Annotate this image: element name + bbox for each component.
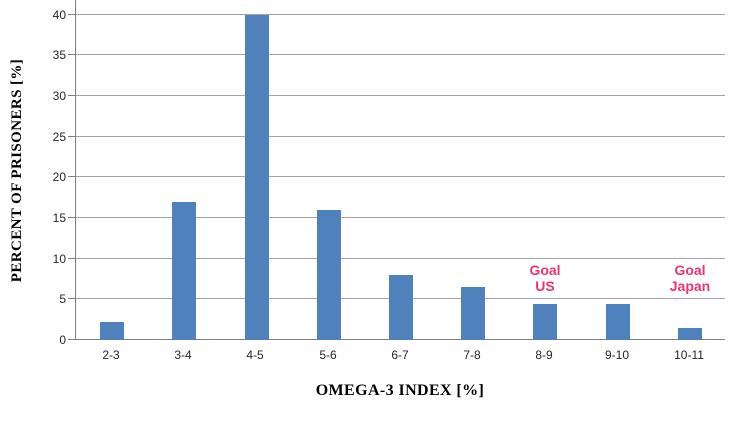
annotation-line: Goal xyxy=(674,262,706,278)
y-tick-label: 0 xyxy=(59,333,66,347)
x-tick-label: 2-3 xyxy=(102,348,120,362)
x-tick-label: 4-5 xyxy=(246,348,264,362)
x-axis-tick-labels: 2-3 3-4 4-5 5-6 6-7 7-8 8-9 9-10 10-11 xyxy=(75,347,725,365)
bar-3-4 xyxy=(172,202,196,340)
y-axis-title: PERCENT OF PRISONERS [%] xyxy=(9,58,26,282)
plot-area: Goal US Goal Japan xyxy=(75,0,725,340)
y-tick-mark xyxy=(68,13,75,15)
y-tick-mark xyxy=(68,94,75,96)
y-tick-label: 10 xyxy=(52,251,66,266)
annotation-line: US xyxy=(535,278,555,294)
annotation-line: Japan xyxy=(669,278,711,294)
y-tick-mark xyxy=(68,339,75,340)
y-tick-label: 5 xyxy=(59,292,66,307)
x-tick-label: 10-11 xyxy=(674,348,704,362)
x-tick-label: 3-4 xyxy=(174,348,192,362)
bar-4-5 xyxy=(245,15,269,340)
y-tick-label: 20 xyxy=(52,170,66,185)
bar-10-11 xyxy=(678,328,702,340)
y-tick-label: 30 xyxy=(52,88,66,103)
bar-2-3 xyxy=(100,322,124,340)
gridline-30 xyxy=(76,94,725,96)
annotation-line: Goal xyxy=(529,262,561,278)
gridline-40 xyxy=(76,13,725,15)
y-tick-mark xyxy=(68,176,75,178)
bar-8-9 xyxy=(533,304,557,340)
y-tick-label: 40 xyxy=(52,7,66,22)
gridline-10 xyxy=(76,257,725,259)
x-tick-label: 5-6 xyxy=(319,348,337,362)
gridline-20 xyxy=(76,176,725,178)
bar-6-7 xyxy=(389,275,413,340)
x-tick-label: 9-10 xyxy=(604,348,630,362)
y-tick-mark xyxy=(68,298,75,300)
gridline-25 xyxy=(76,135,725,137)
y-tick-label: 25 xyxy=(52,129,66,144)
y-tick-label: 35 xyxy=(52,48,66,63)
gridline-15 xyxy=(76,216,725,218)
bar-5-6 xyxy=(317,210,341,340)
y-tick-mark xyxy=(68,216,75,218)
y-tick-label: 15 xyxy=(52,210,66,225)
x-tick-label: 7-8 xyxy=(463,348,481,362)
x-axis-title: OMEGA-3 INDEX [%] xyxy=(315,382,485,399)
gridline-35 xyxy=(76,54,725,56)
annotation-goal-japan: Goal Japan xyxy=(645,262,729,294)
bar-7-8 xyxy=(461,287,485,340)
y-tick-mark xyxy=(68,135,75,137)
x-tick-label: 8-9 xyxy=(535,348,553,362)
x-tick-label: 6-7 xyxy=(391,348,409,362)
annotation-goal-us: Goal US xyxy=(500,262,590,294)
y-tick-mark xyxy=(68,54,75,56)
bar-9-10 xyxy=(606,304,630,340)
y-tick-mark xyxy=(68,257,75,259)
